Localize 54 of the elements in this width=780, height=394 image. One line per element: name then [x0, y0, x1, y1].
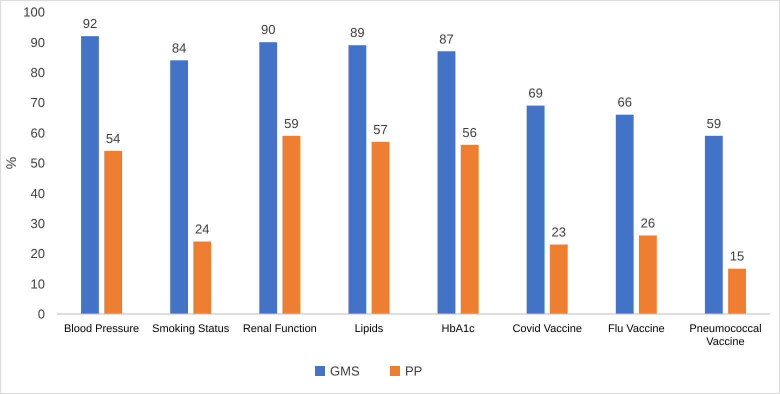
- bar: [259, 42, 278, 314]
- bar: [704, 136, 723, 314]
- x-tick-label: Lipids: [354, 323, 384, 335]
- bar: [728, 268, 746, 314]
- y-tick-label: 20: [30, 246, 45, 262]
- bar: [81, 36, 99, 314]
- y-axis-title: %: [3, 156, 19, 170]
- bar: [616, 114, 634, 314]
- y-tick-label: 90: [30, 34, 45, 50]
- bar: [438, 51, 456, 314]
- data-label: 59: [706, 116, 722, 131]
- x-tick-label: Blood Pressure: [64, 323, 140, 335]
- y-tick-label: 100: [23, 4, 45, 20]
- data-label: 69: [528, 86, 543, 101]
- data-label: 24: [195, 222, 210, 237]
- bar: [526, 106, 545, 314]
- data-label: 66: [617, 94, 632, 110]
- bar: [170, 60, 188, 314]
- bar: [638, 235, 657, 314]
- data-label: 89: [350, 25, 365, 40]
- bar: [193, 242, 212, 314]
- bar: [282, 136, 300, 314]
- data-label: 54: [106, 130, 120, 146]
- data-label: 15: [730, 248, 744, 264]
- data-label: 26: [640, 215, 656, 230]
- x-tick-label: Covid Vaccine: [512, 323, 582, 335]
- x-tick-label: HbA1c: [442, 323, 476, 335]
- y-tick-label: 30: [30, 216, 45, 231]
- data-label: 92: [82, 16, 98, 32]
- data-label: 84: [172, 40, 186, 56]
- bar: [372, 142, 390, 314]
- x-tick-label: Flu Vaccine: [608, 323, 665, 335]
- y-tick-label: 60: [30, 125, 45, 140]
- data-label: 23: [552, 224, 566, 240]
- y-tick-label: 40: [30, 186, 45, 201]
- y-tick-label: 0: [38, 306, 45, 322]
- y-tick-label: 50: [30, 156, 45, 171]
- data-label: 90: [260, 22, 276, 38]
- bar: [550, 244, 568, 314]
- y-tick-label: 10: [30, 276, 45, 292]
- x-tick-label: Pneumococcal Vaccine: [689, 323, 762, 348]
- data-label: 56: [462, 124, 477, 140]
- data-label: 57: [373, 122, 388, 137]
- y-tick-label: 70: [30, 95, 45, 110]
- bar: [104, 150, 122, 314]
- x-tick-label: Renal Function: [242, 323, 317, 335]
- bar: [348, 45, 366, 314]
- legend-label: PP: [405, 364, 422, 379]
- y-tick-label: 80: [30, 64, 45, 80]
- bar: [460, 144, 479, 314]
- legend-label: GMS: [330, 364, 360, 379]
- data-label: 87: [439, 31, 454, 46]
- x-tick-label: Smoking Status: [152, 323, 230, 335]
- data-label: 59: [284, 116, 299, 131]
